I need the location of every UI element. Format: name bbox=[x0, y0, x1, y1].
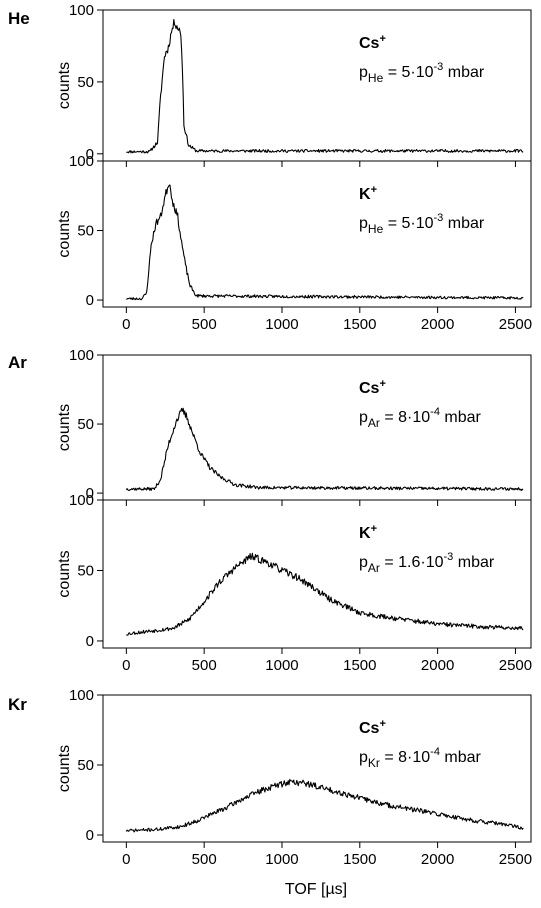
y-axis-label: counts bbox=[56, 210, 73, 257]
ion-label: K+ bbox=[359, 184, 377, 203]
pressure-label: pAr = 1.6·10-3 mbar bbox=[359, 551, 495, 575]
x-tick-label: 2500 bbox=[499, 316, 532, 333]
x-tick-label: 0 bbox=[122, 657, 130, 674]
y-tick-label: 50 bbox=[77, 74, 94, 91]
tof-trace bbox=[126, 18, 524, 154]
pressure-label: pAr = 8·10-4 mbar bbox=[359, 406, 482, 430]
x-tick-label: 1500 bbox=[343, 851, 376, 868]
y-tick-label: 0 bbox=[86, 633, 94, 650]
y-tick-label: 50 bbox=[77, 562, 94, 579]
ion-label: Cs+ bbox=[359, 33, 386, 52]
y-tick-label: 50 bbox=[77, 223, 94, 240]
plot-frame bbox=[102, 694, 532, 843]
pressure-label: pHe = 5·10-3 mbar bbox=[359, 61, 485, 85]
y-tick-label: 50 bbox=[77, 416, 94, 433]
x-tick-label: 2000 bbox=[421, 657, 454, 674]
x-tick-label: 2500 bbox=[499, 657, 532, 674]
x-tick-label: 0 bbox=[122, 316, 130, 333]
y-tick-label: 100 bbox=[69, 2, 94, 19]
y-tick-label: 0 bbox=[86, 827, 94, 844]
y-axis-label: counts bbox=[56, 745, 73, 792]
panel-3: 0 50 100 counts Cs+ pAr = 8·10-4 mbar bbox=[56, 347, 532, 506]
group-label: Ar bbox=[8, 353, 27, 372]
tof-trace bbox=[125, 778, 524, 833]
y-axis-label: counts bbox=[56, 404, 73, 451]
y-tick-label: 0 bbox=[86, 146, 94, 163]
x-tick-label: 1500 bbox=[343, 657, 376, 674]
y-tick-label: 0 bbox=[86, 485, 94, 502]
panel-1: 0 50 100 counts Cs+ pHe = 5·10-3 mbar bbox=[56, 2, 532, 167]
y-tick-label: 100 bbox=[69, 347, 94, 364]
group-labels: He Ar Kr bbox=[8, 9, 30, 714]
x-tick-label: 500 bbox=[192, 316, 217, 333]
tof-trace bbox=[126, 552, 524, 636]
pressure-label: pKr = 8·10-4 mbar bbox=[359, 746, 482, 770]
y-axis-label: counts bbox=[56, 550, 73, 597]
plot-frame bbox=[102, 354, 532, 501]
y-tick-label: 100 bbox=[69, 687, 94, 704]
x-tick-label: 500 bbox=[192, 657, 217, 674]
x-tick-label: 1500 bbox=[343, 316, 376, 333]
x-tick-label: 2500 bbox=[499, 851, 532, 868]
y-axis-label: counts bbox=[56, 62, 73, 109]
plot-frame bbox=[102, 160, 532, 308]
plot-frame bbox=[102, 499, 532, 649]
tof-trace bbox=[125, 407, 524, 491]
x-tick-label: 2000 bbox=[421, 851, 454, 868]
y-tick-label: 100 bbox=[69, 492, 94, 509]
x-tick-label: 2000 bbox=[421, 316, 454, 333]
ion-label: Cs+ bbox=[359, 378, 386, 397]
x-tick-label: 0 bbox=[122, 851, 130, 868]
y-tick-label: 50 bbox=[77, 757, 94, 774]
group-label: He bbox=[8, 9, 30, 28]
group-label: Kr bbox=[8, 695, 27, 714]
x-tick-label: 1000 bbox=[265, 316, 298, 333]
x-axis-label: TOF [µs] bbox=[285, 881, 347, 898]
ion-label: Cs+ bbox=[359, 718, 386, 737]
y-tick-label: 0 bbox=[86, 292, 94, 309]
y-tick-label: 100 bbox=[69, 153, 94, 170]
tof-trace bbox=[126, 184, 524, 301]
pressure-label: pHe = 5·10-3 mbar bbox=[359, 212, 485, 236]
x-tick-label: 1000 bbox=[265, 657, 298, 674]
x-tick-label: 1000 bbox=[265, 851, 298, 868]
ion-label: K+ bbox=[359, 523, 377, 542]
plot-frame bbox=[102, 9, 532, 162]
x-tick-label: 500 bbox=[192, 851, 217, 868]
